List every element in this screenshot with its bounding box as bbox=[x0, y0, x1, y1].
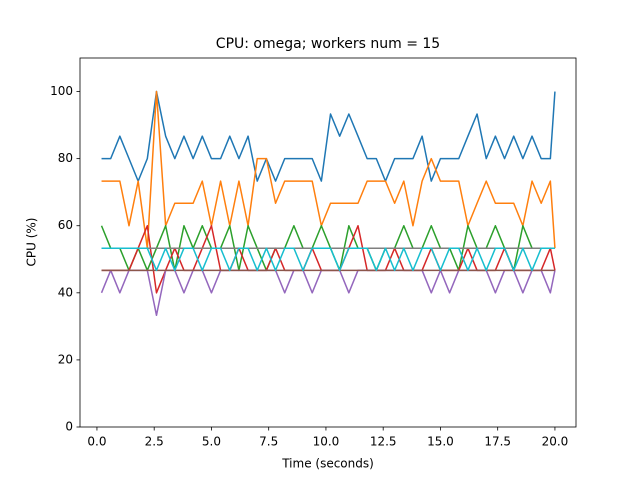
x-tick-label: 2.5 bbox=[145, 435, 164, 449]
series-line bbox=[101, 247, 555, 272]
plot-frame bbox=[79, 57, 577, 428]
series-line bbox=[101, 90, 556, 249]
y-tick-label: 20 bbox=[58, 352, 73, 366]
x-tick-label: 12.5 bbox=[370, 435, 397, 449]
x-tick-label: 10.0 bbox=[313, 435, 340, 449]
chart-title: CPU: omega; workers num = 15 bbox=[216, 36, 440, 52]
x-tick-label: 15.0 bbox=[427, 435, 454, 449]
y-tick-label: 80 bbox=[58, 151, 73, 165]
series-line bbox=[101, 90, 556, 182]
x-tick-label: 5.0 bbox=[202, 435, 221, 449]
y-tick-label: 100 bbox=[50, 84, 73, 98]
x-tick-label: 7.5 bbox=[259, 435, 278, 449]
y-tick-label: 40 bbox=[58, 285, 73, 299]
x-tick-label: 20.0 bbox=[542, 435, 569, 449]
y-axis-label: CPU (%) bbox=[25, 218, 39, 267]
y-tick-label: 0 bbox=[65, 420, 73, 434]
y-tick-label: 60 bbox=[58, 218, 73, 232]
x-axis-label: Time (seconds) bbox=[281, 457, 374, 471]
x-tick-label: 0.0 bbox=[87, 435, 106, 449]
x-tick-label: 17.5 bbox=[484, 435, 511, 449]
series-line bbox=[100, 269, 556, 317]
